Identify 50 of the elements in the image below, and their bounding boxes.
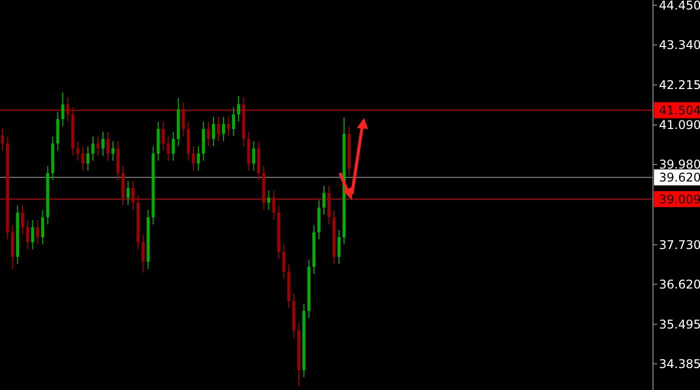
candlestick [237, 96, 240, 122]
y-tick-label: 37.730 [659, 238, 700, 252]
candlestick [106, 131, 110, 162]
candlestick [112, 140, 115, 162]
y-tick-label: 41.090 [659, 118, 700, 132]
candlestick [338, 230, 341, 264]
y-tick-label: 36.620 [659, 277, 700, 292]
candlestick [76, 140, 80, 162]
candlestick [36, 220, 40, 245]
candlestick [86, 146, 90, 172]
y-tick-label: 43.340 [659, 38, 700, 52]
candlestick [61, 92, 64, 127]
candlestick [91, 136, 94, 162]
candlestick [282, 244, 286, 280]
candlestick [192, 146, 195, 172]
candlestick [66, 96, 70, 122]
candlestick [322, 185, 326, 216]
candlestick [41, 210, 44, 245]
candlestick [272, 190, 276, 220]
candlestick [1, 128, 4, 152]
candlestick [172, 131, 175, 162]
candlestick [126, 180, 130, 206]
candlestick [132, 180, 135, 210]
candlestick [212, 116, 215, 147]
candlestick [182, 102, 185, 137]
ref-line-label: 39.620 [659, 170, 700, 185]
candlestick [217, 116, 220, 142]
candlestick [81, 146, 84, 172]
candlestick [196, 146, 200, 172]
candlestick [222, 116, 226, 142]
candlestick [101, 131, 104, 156]
candlestick [267, 190, 270, 210]
y-tick-label: 34.385 [659, 357, 700, 372]
candlestick [166, 136, 170, 162]
candlestick [26, 220, 30, 250]
candlestick [31, 220, 34, 250]
candlestick [252, 140, 256, 172]
candlestick [21, 205, 24, 235]
y-tick-label: 44.450 [659, 0, 700, 13]
candlestick [96, 136, 100, 156]
candlestick [142, 234, 145, 273]
candlestick [162, 121, 165, 152]
y-tick-label: 42.215 [659, 78, 700, 92]
candlestick [232, 106, 236, 137]
ref-line-label: 39.009 [659, 192, 700, 206]
y-tick-label: 35.495 [659, 317, 700, 332]
ref-line-label: 41.504 [659, 103, 700, 118]
candlestick [206, 121, 210, 147]
candlestick [227, 116, 230, 137]
y-tick-label: 39.980 [659, 158, 700, 172]
